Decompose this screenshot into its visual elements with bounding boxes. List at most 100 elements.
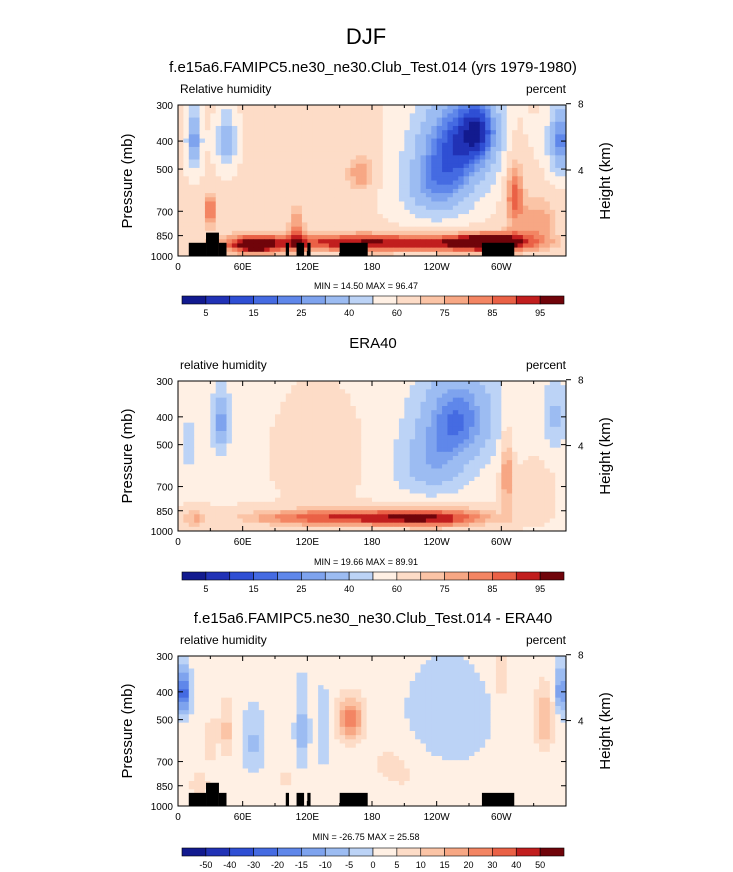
heatmap-cell — [301, 510, 308, 515]
heatmap-cell — [517, 180, 524, 186]
heatmap-cell — [307, 176, 314, 181]
heatmap-cell — [178, 510, 184, 515]
heatmap-cell — [253, 485, 260, 490]
heatmap-cell — [199, 506, 206, 511]
heatmap-cell — [323, 180, 330, 186]
heatmap-cell — [312, 176, 319, 181]
heatmap-cell — [517, 226, 524, 232]
heatmap-cell — [560, 506, 567, 511]
heatmap-cell — [237, 439, 244, 444]
heatmap-cell — [485, 431, 491, 436]
heatmap-cell — [436, 172, 443, 177]
heatmap-cell — [366, 406, 373, 411]
heatmap-cell — [275, 155, 281, 160]
heatmap-cell — [307, 113, 314, 118]
heatmap-cell — [237, 247, 244, 253]
heatmap-cell — [199, 205, 206, 211]
heatmap-cell — [280, 493, 287, 499]
heatmap-cell — [231, 218, 238, 223]
heatmap-cell — [479, 146, 486, 152]
heatmap-cell — [506, 235, 513, 240]
heatmap-cell — [366, 422, 373, 428]
heatmap-cell — [485, 464, 491, 469]
heatmap-cell — [269, 163, 276, 169]
heatmap-cell — [506, 401, 513, 407]
heatmap-cell — [495, 235, 502, 240]
heatmap-cell — [415, 472, 421, 478]
heatmap-cell — [539, 113, 545, 118]
heatmap-cell — [318, 142, 324, 148]
heatmap-cell — [393, 393, 400, 399]
heatmap-cell — [312, 414, 319, 419]
heatmap-cell — [560, 393, 567, 399]
heatmap-cell — [555, 188, 562, 194]
heatmap-cell — [248, 197, 254, 202]
heatmap-cell — [183, 134, 190, 139]
heatmap-cell — [366, 418, 373, 424]
heatmap-cell — [393, 188, 400, 194]
heatmap-cell — [528, 142, 535, 148]
heatmap-cell — [291, 130, 297, 135]
heatmap-cell — [442, 481, 448, 486]
heatmap-cell — [485, 381, 491, 386]
heatmap-cell — [404, 410, 411, 415]
heatmap-cell — [452, 456, 459, 461]
heatmap-cell — [275, 472, 281, 478]
heatmap-cell — [188, 167, 195, 173]
heatmap-cell — [328, 167, 335, 173]
heatmap-cell — [474, 193, 481, 198]
heatmap-cell — [485, 451, 491, 457]
heatmap-cell — [539, 218, 545, 223]
heatmap-cell — [275, 209, 281, 215]
heatmap-cell — [517, 125, 524, 131]
heatmap-cell — [237, 426, 244, 432]
heatmap-cell — [452, 468, 459, 474]
heatmap-cell — [242, 443, 249, 449]
heatmap-cell — [549, 381, 556, 386]
heatmap-cell — [398, 422, 405, 428]
heatmap-cell — [339, 468, 346, 474]
heatmap-cell — [226, 218, 233, 223]
heatmap-cell — [517, 138, 524, 144]
heatmap-cell — [345, 138, 351, 144]
heatmap-cell — [334, 414, 341, 419]
heatmap-cell — [188, 176, 195, 181]
heatmap-cell — [312, 209, 319, 215]
heatmap-cell — [463, 401, 470, 407]
heatmap-cell — [355, 218, 362, 223]
heatmap-cell — [301, 235, 308, 240]
heatmap-cell — [506, 105, 513, 110]
heatmap-cell — [501, 389, 508, 394]
heatmap-cell — [463, 497, 470, 503]
heatmap-cell — [549, 456, 556, 461]
heatmap-cell — [517, 167, 524, 173]
heatmap-cell — [355, 163, 362, 169]
heatmap-cell — [258, 381, 265, 386]
heatmap-cell — [469, 130, 475, 135]
heatmap-cell — [178, 401, 184, 407]
heatmap-cell — [425, 121, 432, 127]
heatmap-cell — [307, 468, 314, 474]
heatmap-cell — [447, 180, 454, 186]
heatmap-cell — [512, 389, 518, 394]
heatmap-cell — [447, 172, 454, 177]
heatmap-cell — [560, 188, 567, 194]
heatmap-cell — [506, 230, 513, 236]
heatmap-cell — [420, 243, 427, 249]
heatmap-cell — [296, 167, 303, 173]
heatmap-cell — [452, 247, 459, 253]
heatmap-cell — [452, 385, 459, 390]
heatmap-cell — [528, 230, 535, 236]
heatmap-cell — [253, 159, 260, 165]
heatmap-cell — [226, 422, 233, 428]
heatmap-cell — [215, 159, 222, 165]
heatmap-cell — [269, 218, 276, 223]
heatmap-cell — [549, 506, 556, 511]
heatmap-cell — [533, 146, 540, 152]
heatmap-cell — [382, 142, 389, 148]
heatmap-cell — [377, 451, 384, 457]
heatmap-cell — [361, 117, 368, 123]
heatmap-cell — [372, 510, 378, 515]
heatmap-cell — [221, 472, 227, 478]
heatmap-cell — [495, 456, 502, 461]
